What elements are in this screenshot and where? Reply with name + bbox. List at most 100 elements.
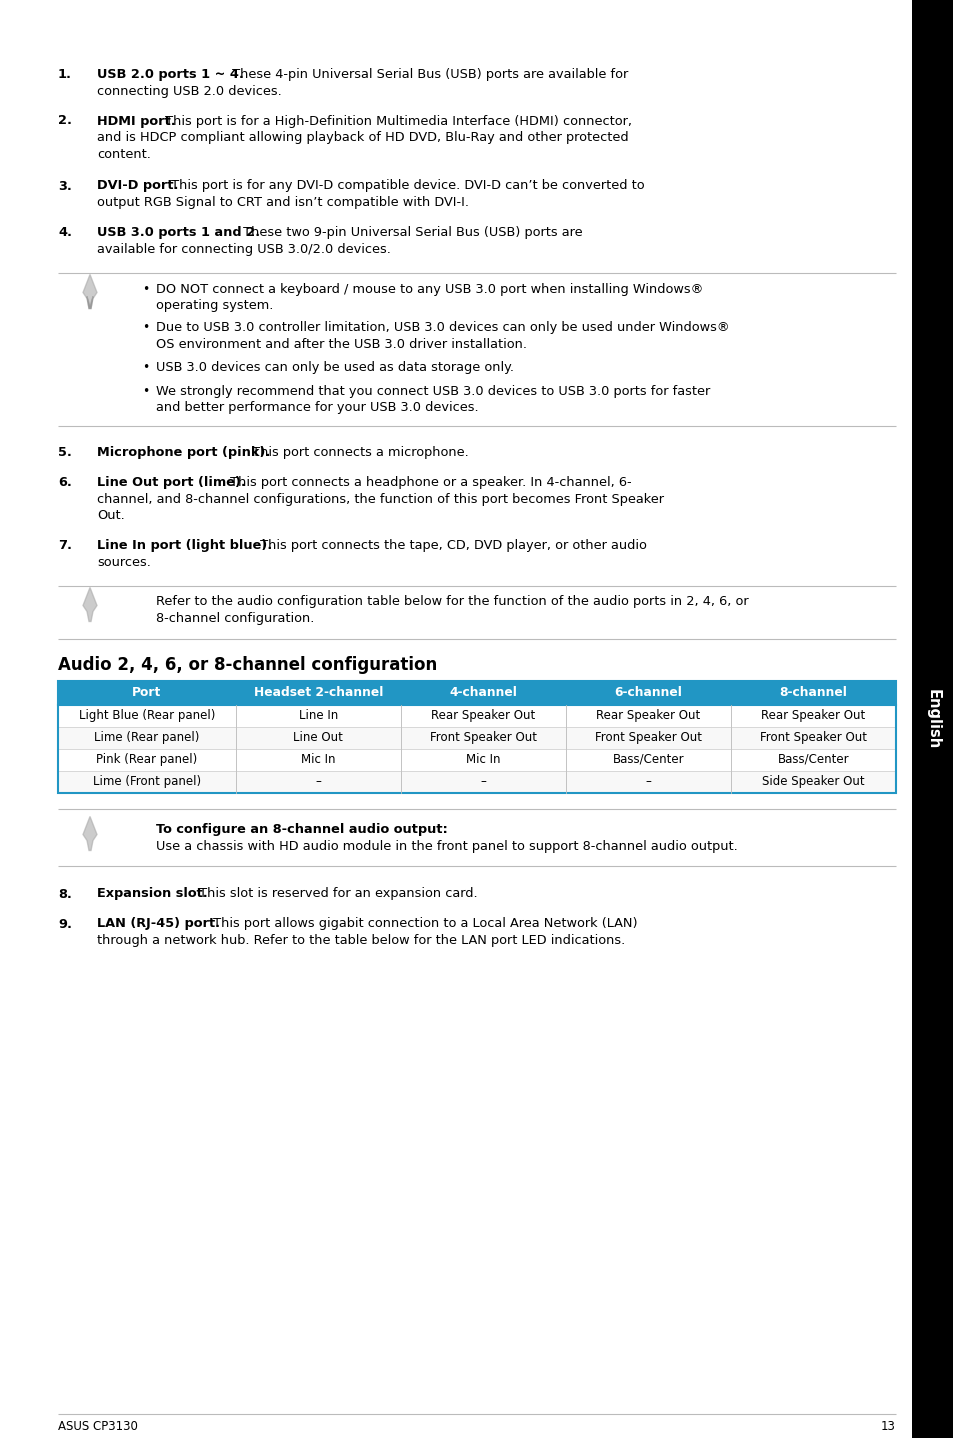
- Text: Line In: Line In: [298, 709, 337, 722]
- Text: Bass/Center: Bass/Center: [777, 754, 848, 766]
- Bar: [235, 705, 400, 726]
- Bar: [58, 680, 895, 705]
- Bar: [235, 749, 400, 771]
- Bar: [730, 680, 895, 705]
- Text: HDMI port.: HDMI port.: [97, 115, 175, 128]
- Bar: [730, 726, 895, 749]
- Text: Line Out: Line Out: [293, 731, 343, 743]
- Text: We strongly recommend that you connect USB 3.0 devices to USB 3.0 ports for fast: We strongly recommend that you connect U…: [156, 385, 709, 398]
- Bar: [565, 680, 730, 705]
- Bar: [235, 726, 400, 749]
- Text: LAN (RJ-45) port.: LAN (RJ-45) port.: [97, 917, 220, 930]
- Text: 8-channel configuration.: 8-channel configuration.: [156, 613, 314, 626]
- Text: and is HDCP compliant allowing playback of HD DVD, Blu-Ray and other protected: and is HDCP compliant allowing playback …: [97, 131, 628, 144]
- Text: Bass/Center: Bass/Center: [612, 754, 683, 766]
- Text: Line Out port (lime).: Line Out port (lime).: [97, 476, 246, 489]
- Bar: [400, 749, 565, 771]
- Bar: [730, 771, 895, 792]
- Bar: [730, 705, 895, 726]
- Text: •: •: [142, 385, 149, 398]
- Bar: [235, 771, 400, 792]
- Text: •: •: [142, 361, 149, 374]
- Text: and better performance for your USB 3.0 devices.: and better performance for your USB 3.0 …: [156, 401, 478, 414]
- Text: Side Speaker Out: Side Speaker Out: [761, 775, 863, 788]
- Text: Out.: Out.: [97, 509, 125, 522]
- Text: This port connects a microphone.: This port connects a microphone.: [248, 446, 468, 459]
- Text: USB 3.0 ports 1 and 2.: USB 3.0 ports 1 and 2.: [97, 226, 260, 239]
- Bar: [58, 726, 235, 749]
- Text: Front Speaker Out: Front Speaker Out: [595, 731, 701, 743]
- Bar: [565, 705, 730, 726]
- Text: channel, and 8-channel configurations, the function of this port becomes Front S: channel, and 8-channel configurations, t…: [97, 492, 663, 506]
- Bar: [565, 726, 730, 749]
- Bar: [400, 705, 565, 726]
- Bar: [911, 0, 953, 1438]
- Text: 9.: 9.: [58, 917, 71, 930]
- Text: 5.: 5.: [58, 446, 71, 459]
- Text: 6.: 6.: [58, 476, 71, 489]
- Bar: [730, 749, 895, 771]
- Text: output RGB Signal to CRT and isn’t compatible with DVI-I.: output RGB Signal to CRT and isn’t compa…: [97, 196, 469, 209]
- Polygon shape: [83, 817, 97, 850]
- Text: DVI-D port.: DVI-D port.: [97, 180, 178, 193]
- Text: 4-channel: 4-channel: [449, 686, 517, 699]
- Text: This slot is reserved for an expansion card.: This slot is reserved for an expansion c…: [194, 887, 477, 900]
- Text: These two 9-pin Universal Serial Bus (USB) ports are: These two 9-pin Universal Serial Bus (US…: [239, 226, 582, 239]
- Bar: [58, 749, 235, 771]
- Text: –: –: [480, 775, 486, 788]
- Text: 13: 13: [881, 1419, 895, 1434]
- Text: Lime (Rear panel): Lime (Rear panel): [94, 731, 199, 743]
- Text: Rear Speaker Out: Rear Speaker Out: [596, 709, 700, 722]
- Text: •: •: [142, 322, 149, 335]
- Text: Port: Port: [132, 686, 161, 699]
- Text: 8.: 8.: [58, 887, 71, 900]
- Text: DO NOT connect a keyboard / mouse to any USB 3.0 port when installing Windows®: DO NOT connect a keyboard / mouse to any…: [156, 282, 702, 295]
- Text: USB 2.0 ports 1 ~ 4.: USB 2.0 ports 1 ~ 4.: [97, 68, 244, 81]
- Text: OS environment and after the USB 3.0 driver installation.: OS environment and after the USB 3.0 dri…: [156, 338, 526, 351]
- Text: –: –: [314, 775, 321, 788]
- Text: 3.: 3.: [58, 180, 71, 193]
- Bar: [58, 771, 235, 792]
- Text: sources.: sources.: [97, 555, 151, 568]
- Text: content.: content.: [97, 148, 151, 161]
- Text: Mic In: Mic In: [466, 754, 500, 766]
- Text: •: •: [142, 282, 149, 295]
- Text: This port connects the tape, CD, DVD player, or other audio: This port connects the tape, CD, DVD pla…: [255, 539, 646, 552]
- Text: Pink (Rear panel): Pink (Rear panel): [96, 754, 197, 766]
- Bar: [58, 680, 235, 705]
- Text: Rear Speaker Out: Rear Speaker Out: [760, 709, 864, 722]
- Text: operating system.: operating system.: [156, 299, 274, 312]
- Text: 7.: 7.: [58, 539, 71, 552]
- Text: Refer to the audio configuration table below for the function of the audio ports: Refer to the audio configuration table b…: [156, 595, 748, 608]
- Text: ASUS CP3130: ASUS CP3130: [58, 1419, 138, 1434]
- Text: This port is for any DVI-D compatible device. DVI-D can’t be converted to: This port is for any DVI-D compatible de…: [167, 180, 644, 193]
- Polygon shape: [83, 588, 97, 621]
- Text: 8-channel: 8-channel: [779, 686, 846, 699]
- Text: connecting USB 2.0 devices.: connecting USB 2.0 devices.: [97, 85, 281, 98]
- Text: available for connecting USB 3.0/2.0 devices.: available for connecting USB 3.0/2.0 dev…: [97, 243, 391, 256]
- Text: through a network hub. Refer to the table below for the LAN port LED indications: through a network hub. Refer to the tabl…: [97, 935, 624, 948]
- Bar: [565, 771, 730, 792]
- Text: Light Blue (Rear panel): Light Blue (Rear panel): [78, 709, 214, 722]
- Text: Lime (Front panel): Lime (Front panel): [92, 775, 201, 788]
- Text: Mic In: Mic In: [300, 754, 335, 766]
- Bar: [400, 680, 565, 705]
- Text: Front Speaker Out: Front Speaker Out: [760, 731, 866, 743]
- Text: English: English: [924, 689, 940, 749]
- Text: 6-channel: 6-channel: [614, 686, 681, 699]
- Polygon shape: [87, 296, 92, 309]
- Text: These 4-pin Universal Serial Bus (USB) ports are available for: These 4-pin Universal Serial Bus (USB) p…: [228, 68, 628, 81]
- Text: This port allows gigabit connection to a Local Area Network (LAN): This port allows gigabit connection to a…: [209, 917, 637, 930]
- Text: This port connects a headphone or a speaker. In 4-channel, 6-: This port connects a headphone or a spea…: [226, 476, 631, 489]
- Text: This port is for a High-Definition Multimedia Interface (HDMI) connector,: This port is for a High-Definition Multi…: [161, 115, 631, 128]
- Text: Microphone port (pink).: Microphone port (pink).: [97, 446, 270, 459]
- Text: 2.: 2.: [58, 115, 71, 128]
- Text: Due to USB 3.0 controller limitation, USB 3.0 devices can only be used under Win: Due to USB 3.0 controller limitation, US…: [156, 322, 729, 335]
- Bar: [400, 771, 565, 792]
- Text: Front Speaker Out: Front Speaker Out: [430, 731, 537, 743]
- Text: –: –: [645, 775, 651, 788]
- Text: Expansion slot.: Expansion slot.: [97, 887, 208, 900]
- Text: 1.: 1.: [58, 68, 71, 81]
- Bar: [400, 726, 565, 749]
- Text: 4.: 4.: [58, 226, 71, 239]
